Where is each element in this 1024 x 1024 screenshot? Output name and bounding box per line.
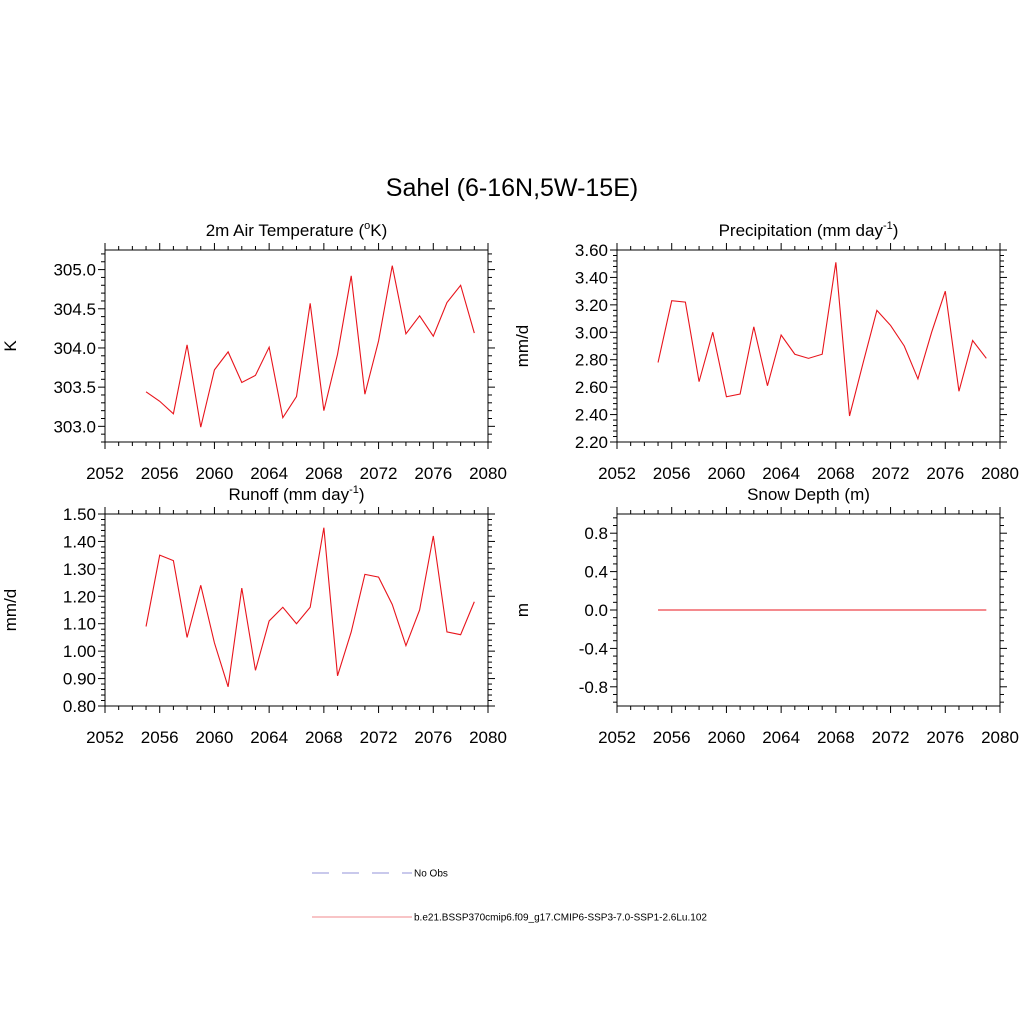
legend-model-label: b.e21.BSSP370cmip6.f09_g17.CMIP6-SSP3-7.…	[414, 913, 707, 924]
panel-title: Precipitation (mm day-1)	[719, 220, 899, 240]
x-tick-label: 2052	[86, 464, 124, 483]
x-tick-label: 2052	[86, 728, 124, 747]
y-tick-label: 304.5	[53, 300, 96, 319]
panel-temperature: 2052 2056 2060 2064 2068 2072 2076 2080 303.0 303…	[1, 220, 507, 483]
x-tick-label: 2080	[981, 728, 1019, 747]
series-line	[145, 527, 475, 687]
x-tick-label: 2060	[708, 728, 746, 747]
x-tick-label: 2060	[196, 728, 234, 747]
panel-title: 2m Air Temperature (oK)	[206, 220, 388, 240]
y-axis-label: mm/d	[1, 589, 20, 632]
x-tick-label: 2080	[469, 464, 507, 483]
y-tick-label: 0.0	[584, 601, 608, 620]
y-axis-label: K	[1, 340, 20, 352]
x-tick-label: 2076	[926, 728, 964, 747]
panel-snow-depth: 2052 2056 2060 2064 2068 2072 2076 2080 -0.8 -0.4…	[513, 485, 1019, 747]
x-tick-label: 2076	[414, 728, 452, 747]
panel-runoff: 2052 2056 2060 2064 2068 2072 2076 2080 0.80 0.90…	[1, 484, 507, 747]
x-tick-label: 2056	[141, 728, 179, 747]
y-tick-label: 1.40	[63, 532, 96, 551]
x-tick-label: 2068	[817, 464, 855, 483]
x-tick-label: 2072	[360, 728, 398, 747]
x-tick-label: 2072	[360, 464, 398, 483]
y-tick-label: 1.10	[63, 615, 96, 634]
panel-title: Runoff (mm day-1)	[228, 484, 364, 504]
y-tick-label: 3.20	[575, 296, 608, 315]
y-axis-label: m	[513, 603, 532, 617]
y-tick-label: 1.20	[63, 587, 96, 606]
x-tick-label: 2064	[762, 464, 800, 483]
x-tick-label: 2052	[598, 464, 636, 483]
x-tick-label: 2068	[305, 464, 343, 483]
x-tick-label: 2080	[981, 464, 1019, 483]
y-tick-label: 2.40	[575, 406, 608, 425]
y-tick-label: 3.00	[575, 323, 608, 342]
y-tick-label: 1.00	[63, 642, 96, 661]
x-tick-label: 2076	[414, 464, 452, 483]
x-tick-label: 2060	[708, 464, 746, 483]
plot-frame	[616, 249, 1001, 443]
x-tick-label: 2068	[817, 728, 855, 747]
y-tick-label: 3.40	[575, 268, 608, 287]
y-tick-label: 2.80	[575, 351, 608, 370]
panels: 2052 2056 2060 2064 2068 2072 2076 2080 303.0 303…	[1, 220, 1019, 747]
x-tick-label: 2072	[872, 728, 910, 747]
x-tick-label: 2064	[250, 464, 288, 483]
x-tick-label: 2056	[653, 464, 691, 483]
y-tick-label: 303.5	[53, 378, 96, 397]
plot-frame	[104, 513, 489, 707]
y-tick-label: 0.80	[63, 697, 96, 716]
y-tick-label: 303.0	[53, 417, 96, 436]
y-tick-label: 2.20	[575, 433, 608, 452]
panel-title: Snow Depth (m)	[747, 485, 870, 504]
y-tick-label: 0.8	[584, 524, 608, 543]
x-tick-label: 2080	[469, 728, 507, 747]
y-tick-label: 0.4	[584, 563, 608, 582]
legend-obs-label: No Obs	[414, 869, 448, 880]
y-tick-label: 304.0	[53, 339, 96, 358]
y-tick-label: 0.90	[63, 670, 96, 689]
y-tick-label: -0.8	[579, 678, 608, 697]
x-tick-label: 2064	[762, 728, 800, 747]
x-tick-label: 2060	[196, 464, 234, 483]
figure-title: Sahel (6-16N,5W-15E)	[386, 174, 638, 202]
panel-precipitation: 2052 2056 2060 2064 2068 2072 2076 2080 2.20 2.40…	[513, 220, 1019, 483]
legend: No Obs b.e21.BSSP370cmip6.f09_g17.CMIP6-…	[312, 869, 707, 924]
plot-frame	[104, 249, 489, 443]
x-tick-label: 2076	[926, 464, 964, 483]
y-tick-label: 3.60	[575, 241, 608, 260]
y-tick-label: 305.0	[53, 261, 96, 280]
x-tick-label: 2064	[250, 728, 288, 747]
x-tick-label: 2056	[653, 728, 691, 747]
series-line	[145, 265, 475, 428]
y-axis-label: mm/d	[513, 325, 532, 368]
y-tick-label: 1.50	[63, 505, 96, 524]
series-line	[657, 262, 987, 417]
x-tick-label: 2052	[598, 728, 636, 747]
x-tick-label: 2072	[872, 464, 910, 483]
y-tick-label: -0.4	[579, 639, 608, 658]
y-tick-label: 2.60	[575, 378, 608, 397]
x-tick-label: 2056	[141, 464, 179, 483]
y-tick-label: 1.30	[63, 560, 96, 579]
x-tick-label: 2068	[305, 728, 343, 747]
